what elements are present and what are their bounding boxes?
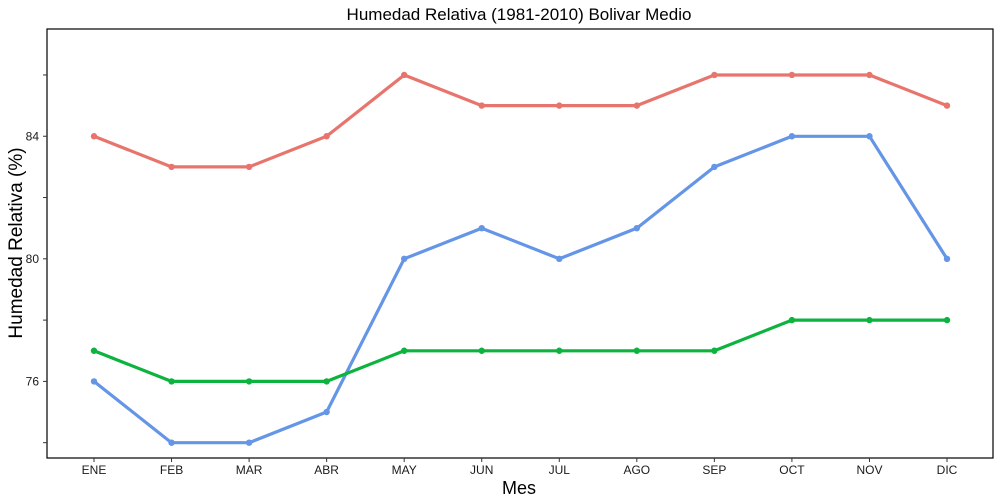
data-point xyxy=(711,347,718,354)
data-point xyxy=(90,378,98,385)
data-point xyxy=(478,102,485,109)
data-point xyxy=(866,71,873,79)
data-point xyxy=(400,71,408,79)
x-tick-label: JUN xyxy=(470,463,493,477)
data-point xyxy=(943,316,951,324)
data-point xyxy=(788,71,796,79)
data-point xyxy=(633,102,641,109)
data-point xyxy=(400,255,408,263)
x-tick-label: ENE xyxy=(82,463,107,477)
data-point xyxy=(245,163,253,171)
data-point xyxy=(478,347,485,354)
series-layer xyxy=(90,71,951,446)
data-point xyxy=(866,316,873,324)
y-tick-label: 84 xyxy=(26,129,40,143)
data-point xyxy=(323,133,330,140)
data-point xyxy=(90,347,98,354)
data-point xyxy=(245,378,253,385)
x-axis: ENE FEB MAR ABR MAY JUN JUL AGO SEP OCT NOV DIC xyxy=(82,458,958,477)
series-line-1 xyxy=(92,73,949,169)
x-tick-label: MAR xyxy=(236,463,263,477)
data-point xyxy=(866,133,873,140)
data-point xyxy=(245,439,253,446)
data-point xyxy=(711,71,718,79)
y-axis: 76 80 84 xyxy=(26,74,47,444)
data-point xyxy=(788,133,796,140)
y-tick-label: 76 xyxy=(26,374,40,388)
chart-title: Humedad Relativa (1981-2010) Bolivar Med… xyxy=(347,5,692,24)
series-line-3 xyxy=(92,318,949,383)
x-tick-label: OCT xyxy=(779,463,805,477)
x-axis-title: Mes xyxy=(502,478,536,498)
x-tick-label: JUL xyxy=(549,463,571,477)
y-axis-title: Humedad Relativa (%) xyxy=(6,147,27,338)
data-point xyxy=(788,316,796,324)
plot-panel-border xyxy=(46,28,994,459)
x-tick-label: ABR xyxy=(314,463,339,477)
data-point xyxy=(168,439,175,446)
data-point xyxy=(633,224,641,232)
data-point xyxy=(943,255,951,263)
data-point xyxy=(400,347,408,354)
x-tick-label: DIC xyxy=(937,463,958,477)
x-tick-label: AGO xyxy=(623,463,650,477)
data-point xyxy=(943,102,951,109)
data-point xyxy=(556,347,563,354)
data-point xyxy=(711,163,718,171)
data-point xyxy=(168,163,175,171)
x-tick-label: MAY xyxy=(392,463,417,477)
data-point xyxy=(556,102,563,109)
x-tick-label: FEB xyxy=(160,463,183,477)
data-point xyxy=(556,255,563,263)
data-point xyxy=(168,378,175,385)
data-point xyxy=(323,408,330,416)
series-line-2 xyxy=(92,134,949,445)
x-tick-label: SEP xyxy=(702,463,726,477)
data-point xyxy=(323,378,330,385)
data-point xyxy=(633,347,641,354)
data-point xyxy=(478,224,485,232)
x-tick-label: NOV xyxy=(856,463,882,477)
data-point xyxy=(90,133,98,140)
y-tick-label: 80 xyxy=(26,252,40,266)
